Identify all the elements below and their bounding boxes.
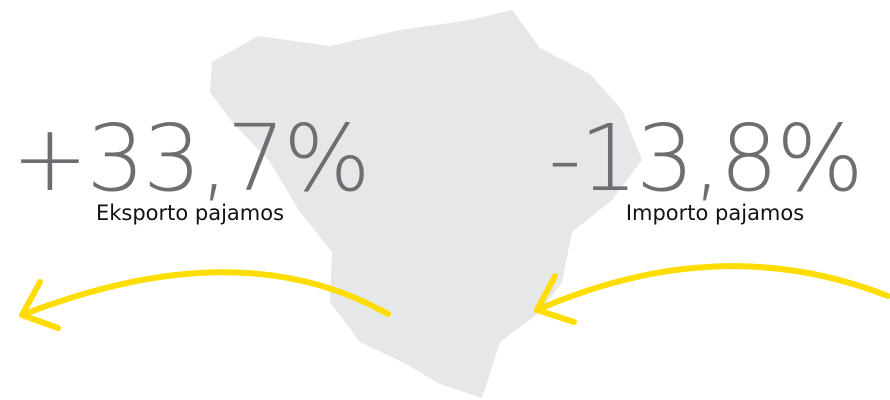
right-arrow [534,263,890,325]
export-label: Eksporto pajamos [96,201,284,225]
map-shape [210,10,642,398]
import-label: Importo pajamos [626,201,804,225]
export-value: +33,7% [11,105,368,212]
left-arrow [19,269,391,331]
import-value: -13,8% [548,105,861,212]
